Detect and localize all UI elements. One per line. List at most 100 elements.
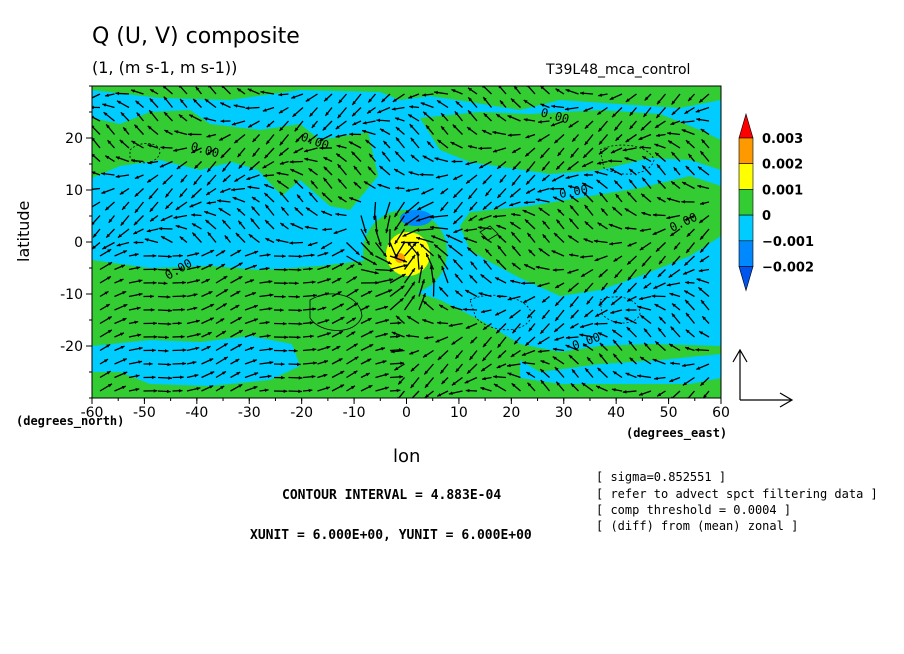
wind-vector-head bbox=[411, 295, 415, 300]
wind-vector bbox=[482, 86, 492, 95]
wind-vector-head bbox=[237, 250, 242, 254]
wind-vector-head bbox=[673, 167, 678, 172]
wind-vector-head bbox=[349, 132, 353, 136]
wind-vector-head bbox=[401, 240, 405, 245]
wind-vector-head bbox=[195, 252, 200, 256]
wind-vector-head bbox=[131, 140, 136, 145]
wind-vector-head bbox=[293, 348, 298, 353]
wind-vector-head bbox=[639, 296, 643, 301]
wind-vector-head bbox=[385, 319, 389, 323]
wind-vector-head bbox=[107, 249, 112, 253]
wind-vector-head bbox=[467, 127, 472, 131]
wind-vector-head bbox=[284, 281, 288, 285]
wind-vector-head bbox=[655, 341, 660, 346]
wind-vector-head bbox=[177, 321, 182, 326]
wind-vector-head bbox=[523, 99, 528, 104]
wind-vector-head bbox=[524, 219, 529, 224]
wind-vector-head bbox=[210, 250, 215, 254]
wind-vector-head bbox=[335, 212, 340, 217]
wind-vector-head bbox=[236, 372, 241, 376]
wind-vector-head bbox=[102, 103, 107, 107]
wind-vector-head bbox=[162, 86, 167, 89]
wind-vector-head bbox=[522, 361, 526, 365]
wind-vector-head bbox=[104, 291, 109, 295]
wind-vector-head bbox=[528, 327, 533, 332]
wind-vector-head bbox=[598, 93, 603, 97]
wind-vector-head bbox=[92, 221, 95, 226]
wind-vector-head bbox=[133, 230, 138, 235]
wind-vector-head bbox=[221, 250, 226, 254]
wind-vector-head bbox=[92, 137, 95, 142]
wind-vector-head bbox=[609, 242, 614, 246]
wind-vector-head bbox=[497, 165, 502, 169]
wind-vector-head bbox=[466, 179, 471, 184]
wind-vector-head bbox=[121, 385, 126, 390]
wind-vector-head bbox=[430, 215, 434, 219]
wind-vector-head bbox=[175, 224, 180, 229]
wind-vector-head bbox=[297, 268, 302, 272]
wind-vector-head bbox=[294, 281, 299, 285]
wind-vector-head bbox=[313, 293, 317, 298]
wind-vector-head bbox=[682, 182, 687, 186]
wind-vector-head bbox=[384, 373, 389, 377]
wind-vector-head bbox=[625, 372, 630, 377]
wind-vector-head bbox=[383, 332, 388, 337]
wind-vector-head bbox=[654, 376, 658, 381]
wind-vector-head bbox=[463, 237, 468, 241]
wind-vector-head bbox=[116, 100, 121, 105]
wind-vector-head bbox=[581, 273, 586, 277]
x-tick-label: -10 bbox=[343, 405, 366, 421]
wind-vector-head bbox=[469, 356, 474, 360]
wind-vector-head bbox=[469, 206, 474, 211]
wind-vector-head bbox=[115, 156, 120, 160]
wind-vector-head bbox=[601, 208, 605, 213]
wind-vector-head bbox=[493, 375, 497, 379]
wind-vector-head bbox=[379, 128, 384, 133]
wind-vector-head bbox=[511, 231, 516, 236]
wind-vector-head bbox=[696, 366, 701, 370]
wind-vector-head bbox=[453, 229, 458, 233]
wind-vector-head bbox=[683, 271, 688, 275]
wind-vector-head bbox=[180, 99, 184, 103]
wind-vector-head bbox=[400, 285, 405, 290]
wind-vector-head bbox=[382, 360, 387, 364]
wind-vector-head bbox=[191, 149, 196, 153]
wind-vector-head bbox=[554, 337, 559, 341]
wind-vector-head bbox=[265, 238, 270, 242]
wind-vector-head bbox=[698, 268, 703, 273]
wind-vector-head bbox=[275, 238, 280, 243]
wind-vector-head bbox=[134, 320, 139, 325]
wind-vector-head bbox=[593, 239, 598, 243]
wind-vector-head bbox=[629, 168, 634, 173]
wind-vector-head bbox=[426, 125, 430, 130]
wind-vector-head bbox=[376, 118, 381, 123]
wind-vector-head bbox=[267, 374, 272, 379]
wind-vector-head bbox=[415, 228, 420, 232]
wind-vector-head bbox=[120, 345, 125, 350]
wind-vector-head bbox=[411, 254, 416, 259]
wind-vector-head bbox=[282, 254, 286, 258]
wind-vector-head bbox=[567, 166, 572, 171]
wind-vector-head bbox=[642, 165, 646, 170]
reference-vector bbox=[732, 348, 794, 408]
wind-vector-head bbox=[640, 126, 645, 131]
wind-vector-head bbox=[313, 361, 317, 365]
wind-vector-head bbox=[383, 215, 388, 220]
wind-vector-head bbox=[614, 274, 619, 278]
wind-vector-head bbox=[220, 318, 225, 322]
wind-vector-head bbox=[424, 370, 428, 375]
wind-vector-head bbox=[700, 248, 704, 253]
wind-vector-head bbox=[627, 243, 632, 247]
wind-vector-head bbox=[594, 257, 599, 262]
wind-vector-head bbox=[656, 114, 660, 118]
wind-vector-head bbox=[304, 225, 309, 230]
wind-vector-head bbox=[298, 308, 303, 313]
wind-vector-head bbox=[609, 96, 614, 100]
wind-vector-head bbox=[384, 386, 389, 390]
wind-vector-head bbox=[324, 360, 329, 364]
wind-vector-head bbox=[388, 289, 393, 293]
wind-vector-head bbox=[525, 134, 530, 139]
wind-vector-head bbox=[382, 151, 386, 156]
wind-vector-head bbox=[394, 240, 399, 245]
wind-vector-head bbox=[494, 205, 499, 210]
